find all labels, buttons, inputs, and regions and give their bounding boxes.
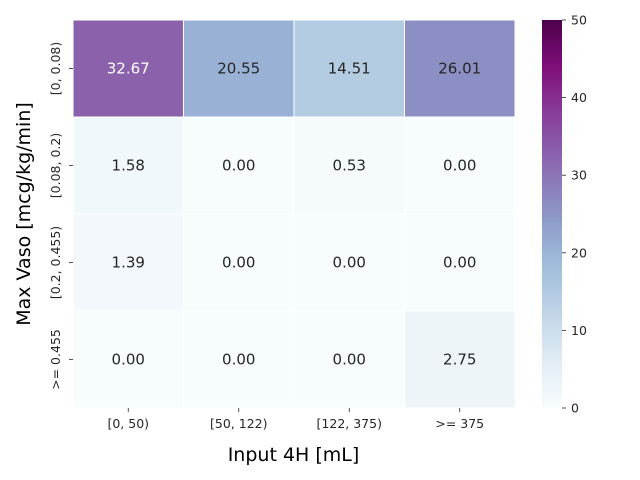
cell-value-label: 26.01 — [438, 60, 481, 78]
colorbar-tick-label: 50 — [571, 13, 587, 28]
heatmap-cell — [404, 213, 516, 312]
heatmap-cell — [183, 19, 295, 118]
cell-value-label: 0.53 — [333, 157, 366, 175]
colorbar-tick-label: 40 — [571, 90, 587, 105]
cell-value-label: 20.55 — [217, 60, 260, 78]
y-tick-label: [0.08, 0.2) — [48, 133, 63, 198]
heatmap-cell — [404, 19, 516, 118]
heatmap-cell — [183, 310, 295, 409]
heatmap-cell — [72, 19, 184, 118]
y-tick-label: [0, 0.08) — [48, 42, 63, 96]
cell-value-label: 0.00 — [222, 157, 255, 175]
heatmap-cell — [404, 116, 516, 215]
heatmap-cell — [404, 310, 516, 409]
x-tick-label: [0, 50) — [107, 416, 149, 431]
cell-value-label: 2.75 — [443, 351, 476, 369]
heatmap-cell — [293, 19, 405, 118]
cell-value-label: 1.39 — [112, 254, 145, 272]
heatmap-cell — [72, 310, 184, 409]
cell-value-label: 0.00 — [222, 351, 255, 369]
heatmap-cell — [293, 310, 405, 409]
x-axis-label: Input 4H [mL] — [228, 444, 360, 466]
x-tick-label: >= 375 — [435, 416, 484, 431]
cell-value-label: 0.00 — [443, 254, 476, 272]
x-tick-label: [122, 375) — [317, 416, 382, 431]
heatmap-cell-labels: 32.67 20.55 14.51 26.01 1.58 0.00 0.53 0.00 1.39… — [107, 60, 481, 369]
colorbar-tick-label: 20 — [571, 245, 587, 260]
heatmap-cell — [72, 116, 184, 215]
cell-value-label: 1.58 — [112, 157, 145, 175]
cell-value-label: 0.00 — [333, 254, 366, 272]
colorbar-tick-label: 0 — [571, 401, 579, 416]
y-tick-label: [0.2, 0.455) — [48, 226, 63, 299]
y-tick-label: >= 0.455 — [48, 329, 63, 390]
y-axis-ticks: [0, 0.08) [0.08, 0.2) [0.2, 0.455) >= 0.455 — [48, 42, 73, 390]
cell-value-label: 0.00 — [333, 351, 366, 369]
x-axis-ticks: [0, 50) [50, 122) [122, 375) >= 375 — [107, 408, 484, 431]
y-axis-label: Max Vaso [mcg/kg/min] — [13, 102, 35, 326]
cell-value-label: 14.51 — [328, 60, 371, 78]
colorbar-gradient — [542, 20, 562, 408]
cell-value-label: 32.67 — [107, 60, 150, 78]
heatmap-cell — [183, 213, 295, 312]
cell-value-label: 0.00 — [222, 254, 255, 272]
heatmap-cells — [72, 19, 516, 409]
colorbar-tick-label: 30 — [571, 168, 587, 183]
cell-value-label: 0.00 — [443, 157, 476, 175]
cell-value-label: 0.00 — [112, 351, 145, 369]
heatmap-cell — [183, 116, 295, 215]
colorbar-tick-label: 10 — [571, 323, 587, 338]
colorbar-ticks: 0 10 20 30 40 50 — [562, 13, 587, 416]
x-tick-label: [50, 122) — [210, 416, 267, 431]
colorbar: 0 10 20 30 40 50 — [542, 13, 587, 416]
